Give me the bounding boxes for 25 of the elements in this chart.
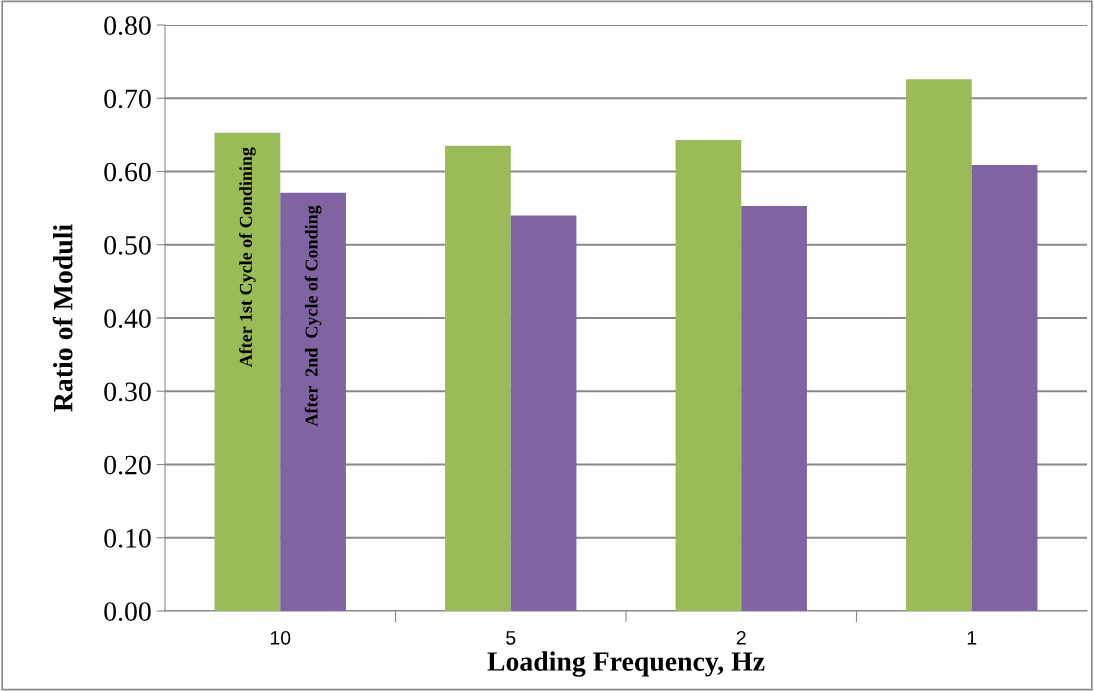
bar — [675, 140, 742, 611]
bar — [906, 79, 972, 611]
bar — [741, 205, 807, 611]
y-tick-label: 0.40 — [104, 309, 151, 329]
y-tick-label: 0.00 — [104, 602, 151, 622]
y-tick-label: 0.80 — [104, 16, 151, 36]
y-tick-label: 0.60 — [104, 162, 151, 182]
series-label: After 2nd Cycle of Conding — [304, 205, 322, 427]
x-axis-title: Loading Frequency, Hz — [487, 651, 765, 677]
y-tick-label: 0.70 — [104, 89, 151, 109]
x-tick-label: 1 — [967, 631, 977, 645]
y-tick-label: 0.30 — [104, 382, 151, 402]
bar — [971, 164, 1038, 611]
bar — [445, 145, 511, 611]
y-axis-title: Ratio of Moduli — [52, 224, 73, 412]
bar — [214, 132, 281, 611]
x-tick-label: 5 — [506, 631, 516, 645]
y-tick-label: 0.20 — [104, 455, 151, 475]
x-tick-label: 10 — [270, 630, 291, 645]
bar — [280, 192, 346, 611]
x-tick-label: 2 — [736, 630, 746, 645]
y-tick-label: 0.50 — [104, 235, 151, 255]
y-tick-label: 0.10 — [104, 528, 151, 548]
series-label: After 1st Cycle of Condining — [239, 147, 256, 368]
bar — [510, 215, 577, 611]
